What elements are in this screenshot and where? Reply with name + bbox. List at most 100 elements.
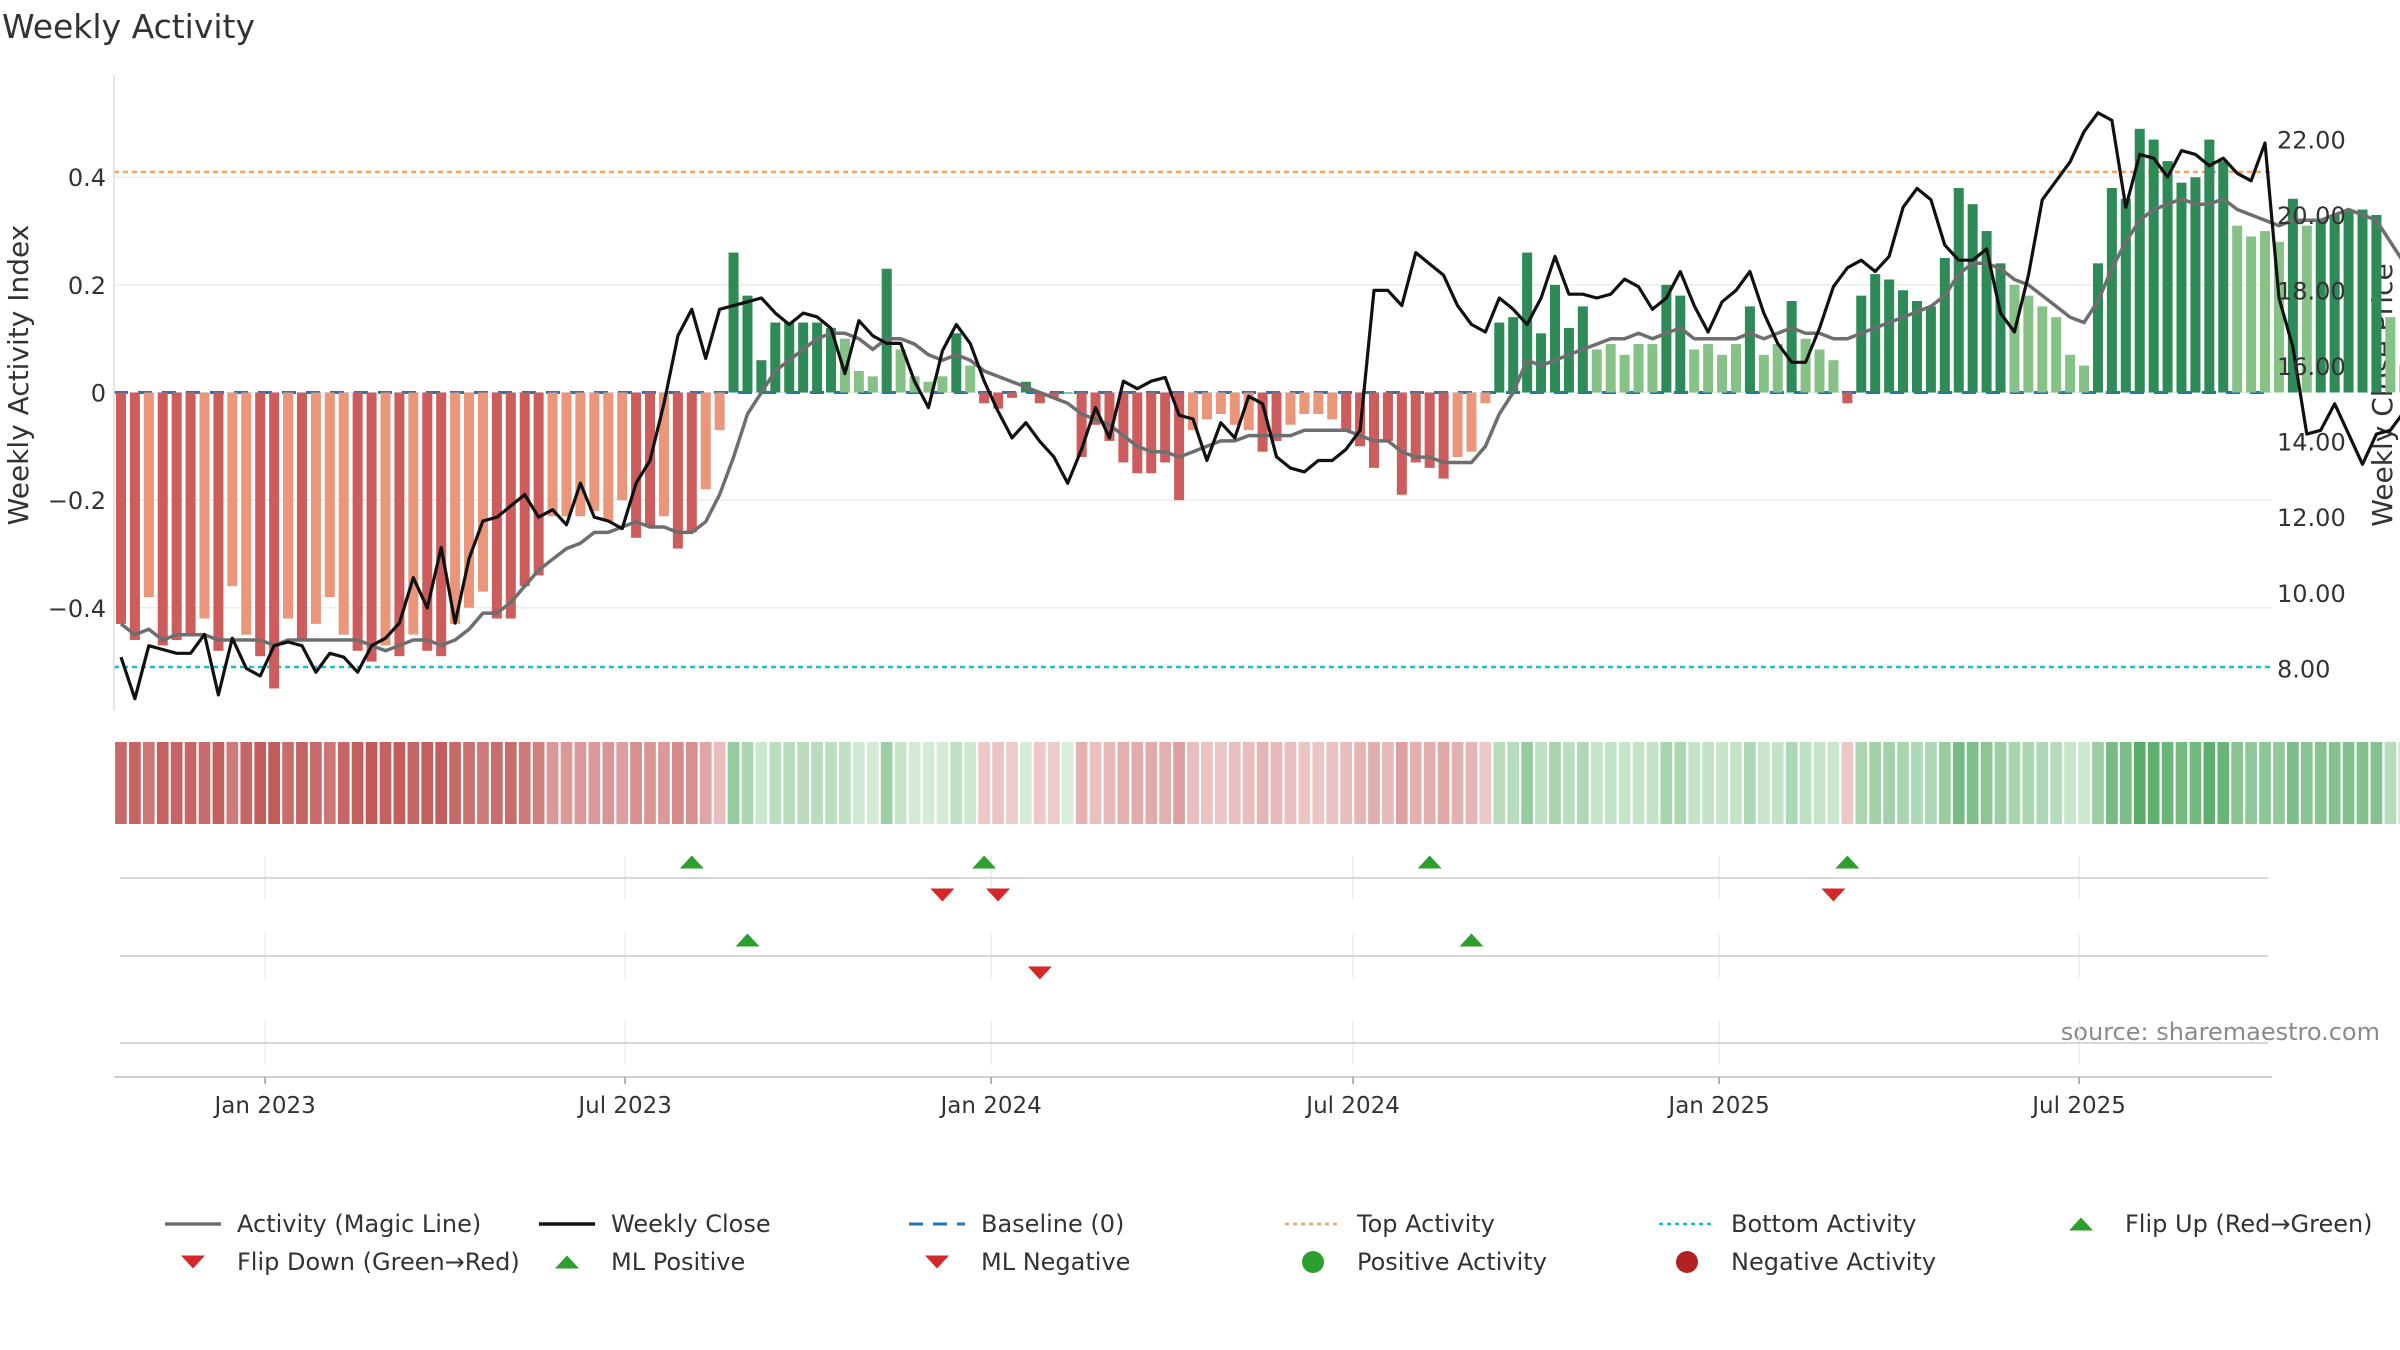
y-tick-label: 0 xyxy=(91,380,106,408)
activity-bar xyxy=(1271,392,1282,441)
activity-bar xyxy=(1925,306,1936,393)
activity-strip-cell xyxy=(713,742,726,824)
activity-strip-cell xyxy=(964,742,977,824)
activity-strip-cell xyxy=(2370,742,2383,824)
activity-bar xyxy=(1243,392,1254,431)
activity-strip-cell xyxy=(2287,742,2299,824)
activity-strip-cell xyxy=(2259,742,2271,824)
activity-strip-cell xyxy=(1841,742,1854,824)
activity-strip-cell xyxy=(1451,742,1464,824)
ml-negative-marker xyxy=(1027,966,1052,980)
activity-strip-cell xyxy=(825,742,837,824)
legend-label: ML Positive xyxy=(611,1248,745,1276)
y-right-tick-label: 18.00 xyxy=(2277,277,2346,305)
activity-bar xyxy=(185,392,196,635)
activity-bar xyxy=(296,392,307,641)
legend-swatch-triangle-up xyxy=(555,1255,579,1269)
activity-strip-cell xyxy=(2133,742,2146,824)
activity-bar xyxy=(143,392,154,597)
flip-down-marker xyxy=(986,888,1011,902)
activity-bar xyxy=(1967,204,1978,393)
activity-bar xyxy=(1689,349,1700,393)
ml-positive-marker xyxy=(735,933,760,947)
activity-bar xyxy=(1758,354,1769,393)
activity-bar xyxy=(1452,392,1463,458)
x-tick-label: Jan 2024 xyxy=(938,1093,1041,1119)
flip-up-marker xyxy=(679,855,704,869)
activity-strip-cell xyxy=(142,742,155,824)
activity-bar xyxy=(1368,392,1380,468)
activity-bar xyxy=(408,392,419,635)
activity-strip-cell xyxy=(1354,742,1366,824)
activity-strip-cell xyxy=(1604,742,1617,824)
activity-bar xyxy=(547,392,558,517)
legend-swatch-triangle-up xyxy=(2069,1217,2093,1231)
activity-strip-cell xyxy=(337,742,350,824)
activity-bar xyxy=(1744,306,1755,393)
activity-strip-cell xyxy=(2008,742,2021,824)
activity-bar xyxy=(672,392,683,549)
activity-bar xyxy=(1536,333,1547,393)
activity-bar xyxy=(1146,392,1157,474)
activity-bar xyxy=(1076,392,1087,458)
activity-strip-cell xyxy=(811,742,823,824)
activity-strip-cell xyxy=(1938,742,1951,824)
activity-strip-cell xyxy=(1409,742,1422,824)
activity-strip-cell xyxy=(268,742,280,824)
activity-bar xyxy=(784,322,795,393)
activity-strip-cell xyxy=(1159,742,1172,824)
activity-bar xyxy=(839,338,850,393)
activity-bar xyxy=(1995,263,2006,393)
x-tick-label: Jan 2025 xyxy=(1666,1093,1769,1119)
activity-strip-cell xyxy=(254,742,267,824)
activity-strip-cell xyxy=(1911,742,1923,824)
activity-strip-cell xyxy=(1994,742,2007,824)
activity-bar xyxy=(352,392,363,651)
activity-strip-cell xyxy=(1326,742,1339,824)
event-marker-rows xyxy=(120,855,2268,1065)
activity-strip-cell xyxy=(1521,742,1533,824)
activity-strip-cell xyxy=(170,742,183,824)
activity-strip-cell xyxy=(1145,742,1158,824)
y-tick-label: 0.4 xyxy=(68,164,106,192)
activity-bar xyxy=(1870,274,1881,393)
activity-strip-cell xyxy=(602,742,615,824)
activity-bar xyxy=(617,392,628,501)
activity-strip-cell xyxy=(853,742,865,824)
activity-bar xyxy=(1410,392,1421,463)
activity-bar xyxy=(575,392,586,517)
activity-bar xyxy=(2371,214,2382,393)
activity-strip-cell xyxy=(1437,742,1450,824)
activity-strip-cell xyxy=(1702,742,1714,824)
flip-up-marker xyxy=(972,855,997,869)
activity-bar xyxy=(2232,225,2243,393)
activity-strip-cell xyxy=(1952,742,1965,824)
activity-bar xyxy=(2176,182,2187,393)
activity-bar xyxy=(2148,139,2159,393)
legend-label: Top Activity xyxy=(1356,1210,1495,1238)
activity-bar xyxy=(241,392,252,635)
activity-strip-cell xyxy=(1256,742,1269,824)
activity-bar xyxy=(881,268,892,393)
activity-strip-cell xyxy=(1284,742,1297,824)
activity-strip-cell xyxy=(1757,742,1770,824)
activity-strip-cell xyxy=(630,742,642,824)
activity-bar xyxy=(477,392,488,592)
y-right-tick-label: 14.00 xyxy=(2277,429,2346,457)
y-right-tick-label: 10.00 xyxy=(2277,580,2346,608)
activity-bar xyxy=(2079,365,2090,393)
activity-strip-cell xyxy=(1340,742,1352,824)
activity-strip-cell xyxy=(1465,742,1478,824)
activity-strip-cell xyxy=(2064,742,2076,824)
activity-bar xyxy=(714,392,725,431)
y-tick-label: −0.2 xyxy=(48,487,106,515)
activity-strip-cell xyxy=(560,742,573,824)
activity-strip-cell xyxy=(2078,742,2090,824)
activity-strip-cell xyxy=(1674,742,1687,824)
chart-title: Weekly Activity xyxy=(2,7,255,46)
activity-bar xyxy=(1911,301,1922,393)
activity-bar xyxy=(1939,257,1950,393)
activity-strip-cell xyxy=(310,742,322,824)
activity-strip-cell xyxy=(2300,742,2313,824)
